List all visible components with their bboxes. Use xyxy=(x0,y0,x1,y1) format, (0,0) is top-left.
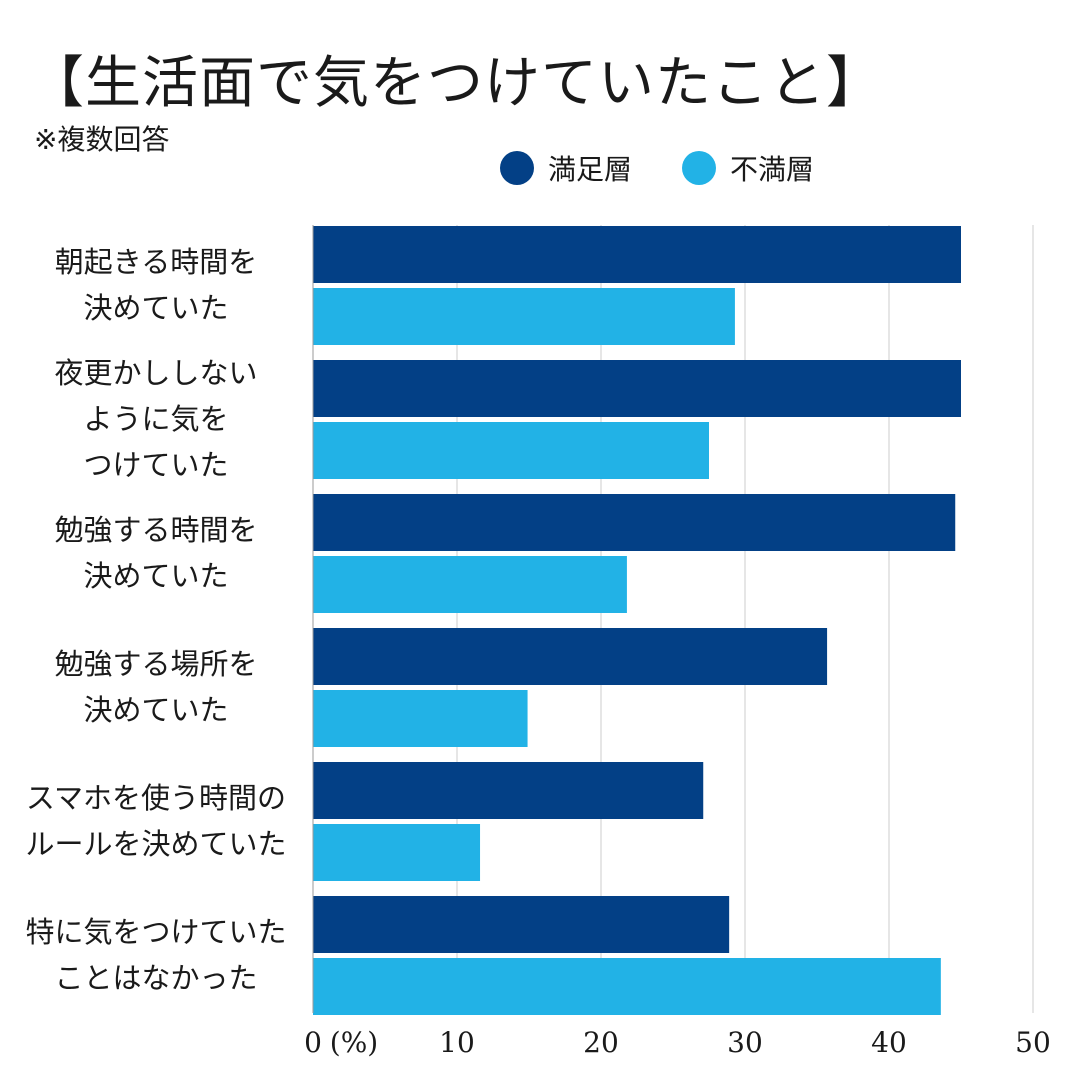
category-label-5-1: ことはなかった xyxy=(54,961,257,995)
category-label-2-0: 勉強する時間を xyxy=(54,513,257,547)
legend: 満足層 不満層 xyxy=(500,148,814,188)
category-label-1-1: ように気を xyxy=(83,402,228,436)
x-unit-label: (%) xyxy=(330,1026,378,1059)
bar-dissatisfied-0 xyxy=(313,288,735,345)
bar-dissatisfied-2 xyxy=(313,556,627,613)
x-tick-label-20: 20 xyxy=(583,1026,619,1059)
category-label-2-1: 決めていた xyxy=(83,559,228,593)
category-label-4-0: スマホを使う時間の xyxy=(26,781,286,815)
x-tick-label-0: 0 xyxy=(304,1026,322,1059)
bar-dissatisfied-4 xyxy=(313,824,481,881)
category-label-1-0: 夜更かししない xyxy=(54,356,257,390)
category-label-3-1: 決めていた xyxy=(83,693,228,727)
bar-satisfied-1 xyxy=(313,360,961,417)
x-tick-label-10: 10 xyxy=(439,1026,475,1059)
bar-dissatisfied-5 xyxy=(313,958,941,1015)
legend-label-dissatisfied: 不満層 xyxy=(730,153,815,186)
x-tick-label-30: 30 xyxy=(727,1026,763,1059)
category-label-1-2: つけていた xyxy=(83,448,228,482)
bar-satisfied-3 xyxy=(313,628,828,685)
chart-subtitle: ※複数回答 xyxy=(34,123,170,156)
chart-title: 【生活面で気をつけていたこと】 xyxy=(28,51,883,116)
category-label-0-1: 決めていた xyxy=(83,291,228,325)
legend-dot-satisfied xyxy=(500,151,534,185)
bar-dissatisfied-3 xyxy=(313,690,528,747)
bar-satisfied-0 xyxy=(313,226,961,283)
category-label-4-1: ルールを決めていた xyxy=(25,827,286,861)
category-label-5-0: 特に気をつけていた xyxy=(25,915,286,949)
x-tick-label-50: 50 xyxy=(1015,1026,1051,1059)
legend-dot-dissatisfied xyxy=(682,151,717,185)
bar-satisfied-5 xyxy=(313,896,730,953)
bar-satisfied-2 xyxy=(313,494,956,551)
bar-satisfied-4 xyxy=(313,762,704,819)
legend-label-satisfied: 満足層 xyxy=(548,153,633,186)
bar-dissatisfied-1 xyxy=(313,422,709,479)
legend-item-dissatisfied: 不満層 xyxy=(682,148,814,188)
x-tick-label-40: 40 xyxy=(871,1026,907,1059)
category-label-3-0: 勉強する場所を xyxy=(54,647,257,681)
category-label-0-0: 朝起きる時間を xyxy=(55,245,257,279)
legend-item-satisfied: 満足層 xyxy=(500,148,632,188)
